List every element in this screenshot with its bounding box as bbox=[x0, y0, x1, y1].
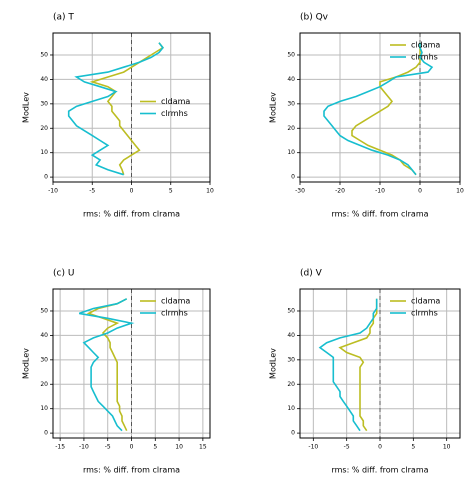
subplot: -15 -10 -5 0 5 10 15 0 10 20 30 40 50 (c) U rms: % dif… bbox=[22, 269, 211, 475]
axes-frame bbox=[52, 32, 211, 183]
x-tick-label: 10 bbox=[443, 444, 451, 451]
x-tick-label: 10 bbox=[206, 188, 214, 195]
y-tick-label: 30 bbox=[287, 356, 295, 363]
x-tick-label: 10 bbox=[456, 188, 464, 195]
y-tick-label: 40 bbox=[287, 76, 295, 83]
y-axis-label: ModLev bbox=[22, 92, 31, 123]
x-tick-label: -5 bbox=[344, 444, 350, 451]
x-axis-label: rms: % diff. from clrama bbox=[331, 466, 428, 475]
x-axis-label: rms: % diff. from clrama bbox=[83, 210, 180, 219]
y-tick-label: 0 bbox=[291, 430, 295, 437]
x-tick-label: 15 bbox=[199, 444, 207, 451]
x-tick-label: -15 bbox=[55, 444, 65, 451]
x-tick-label: -10 bbox=[48, 188, 58, 195]
x-tick-label: -20 bbox=[335, 188, 345, 195]
y-tick-label: 50 bbox=[40, 307, 48, 314]
x-tick-label: -10 bbox=[79, 444, 89, 451]
x-tick-label: 10 bbox=[175, 444, 183, 451]
y-tick-label: 40 bbox=[287, 332, 295, 339]
legend-label: cldama bbox=[161, 297, 190, 306]
y-tick-label: 10 bbox=[40, 149, 48, 156]
y-axis-label: ModLev bbox=[269, 348, 278, 379]
axes-frame bbox=[52, 288, 211, 439]
x-tick-label: -30 bbox=[295, 188, 305, 195]
y-axis-label: ModLev bbox=[22, 348, 31, 379]
x-tick-label: 0 bbox=[418, 188, 422, 195]
x-tick-label: 0 bbox=[130, 444, 134, 451]
y-tick-label: 50 bbox=[287, 307, 295, 314]
y-tick-label: 40 bbox=[40, 76, 48, 83]
legend-label: clrmhs bbox=[161, 309, 188, 318]
series-line bbox=[67, 42, 164, 176]
x-tick-label: -5 bbox=[105, 444, 111, 451]
legend-label: cldama bbox=[411, 41, 440, 50]
y-tick-label: 40 bbox=[40, 332, 48, 339]
y-tick-label: 30 bbox=[40, 356, 48, 363]
subplot-title: (d) V bbox=[300, 269, 323, 279]
y-tick-label: 20 bbox=[40, 381, 48, 388]
y-tick-label: 20 bbox=[40, 125, 48, 132]
series-line bbox=[86, 298, 128, 432]
y-tick-label: 20 bbox=[287, 125, 295, 132]
x-axis-label: rms: % diff. from clrama bbox=[331, 210, 428, 219]
y-tick-label: 20 bbox=[287, 381, 295, 388]
x-tick-label: 5 bbox=[411, 444, 415, 451]
legend-label: cldama bbox=[411, 297, 440, 306]
series-line bbox=[89, 42, 165, 175]
y-tick-label: 30 bbox=[287, 100, 295, 107]
x-tick-label: -10 bbox=[375, 188, 385, 195]
y-tick-label: 0 bbox=[291, 174, 295, 181]
series-line bbox=[323, 42, 434, 176]
y-tick-label: 50 bbox=[40, 51, 48, 58]
legend-label: cldama bbox=[161, 97, 190, 106]
subplot: -10 -5 0 5 10 0 10 20 30 40 50 (a) T rms: % diff. fr… bbox=[22, 13, 214, 219]
y-tick-label: 10 bbox=[287, 149, 295, 156]
y-tick-label: 0 bbox=[44, 430, 48, 437]
axes-frame bbox=[299, 288, 461, 439]
y-tick-label: 10 bbox=[40, 405, 48, 412]
x-tick-label: -5 bbox=[89, 188, 95, 195]
subplot: -30 -20 -10 0 10 0 10 20 30 40 50 (b) Qv rms: % diff… bbox=[269, 13, 464, 219]
subplot-title: (a) T bbox=[53, 13, 74, 23]
x-axis-label: rms: % diff. from clrama bbox=[83, 466, 180, 475]
subplot-title: (c) U bbox=[53, 269, 74, 279]
y-tick-label: 50 bbox=[287, 51, 295, 58]
x-tick-label: 5 bbox=[153, 444, 157, 451]
x-tick-label: 5 bbox=[169, 188, 173, 195]
y-tick-label: 10 bbox=[287, 405, 295, 412]
legend-label: clrmhs bbox=[161, 109, 188, 118]
y-tick-label: 30 bbox=[40, 100, 48, 107]
subplot: -10 -5 0 5 10 0 10 20 30 40 50 (d) V rms: % diff. fr… bbox=[269, 269, 461, 475]
y-axis-label: ModLev bbox=[269, 92, 278, 123]
x-tick-label: -10 bbox=[308, 444, 318, 451]
series-line bbox=[318, 298, 378, 432]
series-line bbox=[78, 298, 135, 432]
series-line bbox=[338, 298, 378, 432]
axes-frame bbox=[299, 32, 461, 183]
y-tick-label: 0 bbox=[44, 174, 48, 181]
legend-label: clrmhs bbox=[411, 309, 438, 318]
x-tick-label: 0 bbox=[378, 444, 382, 451]
series-line bbox=[351, 42, 421, 176]
x-tick-label: 0 bbox=[130, 188, 134, 195]
subplot-title: (b) Qv bbox=[300, 13, 329, 23]
legend-label: clrmhs bbox=[411, 53, 438, 62]
